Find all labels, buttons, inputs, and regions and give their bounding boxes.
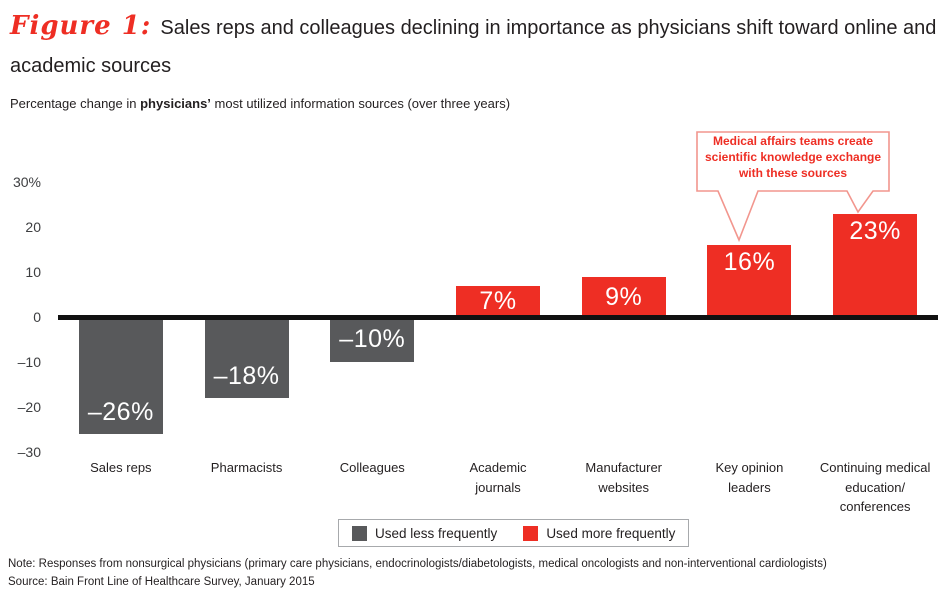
- figure-label: Figure 1:: [10, 11, 152, 41]
- legend-swatch: [523, 525, 539, 541]
- bar-value-label: 9%: [605, 282, 643, 311]
- x-axis-label: Manufacturer websites: [585, 460, 662, 495]
- source-line: Source: Bain Front Line of Healthcare Su…: [8, 576, 315, 588]
- figure-title-line1: Sales reps and colleagues declining in i…: [160, 17, 937, 39]
- legend-box: Used less frequently Used more frequently: [338, 519, 690, 547]
- legend-label: Used more frequently: [546, 525, 676, 541]
- legend-swatch: [352, 525, 367, 541]
- bar-value-label: –10%: [339, 325, 406, 353]
- bar: –18%: [204, 317, 289, 398]
- x-axis-label: Colleagues: [339, 460, 405, 475]
- bar: 16%: [707, 245, 792, 317]
- bar: –26%: [78, 317, 163, 434]
- plot-area: 30% 20 10 0 –10 –20 –30 –26% Sales reps –18% Pharm…: [10, 120, 940, 515]
- figure-title: Figure 1: Sales reps and colleagues decli…: [10, 8, 944, 86]
- bar: 7%: [456, 285, 540, 317]
- subtitle-prefix: Percentage change in: [10, 96, 141, 111]
- callout-bubble: [696, 131, 890, 243]
- x-axis-label: Pharmacists: [210, 460, 283, 475]
- x-axis-label: Continuing medical education/ conference…: [819, 460, 931, 514]
- callout-text: Medical affairs teams create scientific …: [704, 134, 882, 180]
- bar: –10%: [330, 317, 415, 362]
- legend-item: Used more frequently: [523, 525, 676, 541]
- bar-value-label: 16%: [723, 248, 776, 276]
- x-axis-label: Key opinion leaders: [715, 460, 784, 495]
- x-axis-label: Sales reps: [90, 460, 152, 475]
- y-axis-tick: 0: [33, 309, 41, 325]
- y-axis-tick: 10: [25, 264, 41, 280]
- footnote: Note: Responses from nonsurgical physici…: [8, 558, 827, 570]
- bar-value-label: 23%: [849, 216, 901, 245]
- zero-baseline: [58, 315, 938, 320]
- legend-item: Used less frequently: [352, 525, 498, 541]
- x-axis-label: Academic journals: [469, 460, 527, 495]
- y-axis-tick: –10: [17, 354, 41, 370]
- y-axis-tick: –20: [17, 399, 41, 415]
- bar-value-label: 7%: [479, 286, 517, 315]
- y-axis-tick: –30: [17, 444, 41, 460]
- figure-title-line2: academic sources: [10, 55, 172, 77]
- legend-label: Used less frequently: [375, 525, 498, 541]
- y-axis-tick: 20: [25, 219, 41, 235]
- bar-value-label: –18%: [213, 362, 280, 390]
- chart-subtitle: Percentage change in physicians’ most ut…: [10, 96, 510, 111]
- bar: 23%: [833, 213, 918, 317]
- bar-value-label: –26%: [87, 398, 154, 426]
- bar: 9%: [581, 276, 666, 317]
- bar-chart: 30% 20 10 0 –10 –20 –30 –26% Sales reps –18% Pharm…: [10, 120, 940, 515]
- subtitle-bold: physicians’: [140, 96, 211, 111]
- subtitle-suffix: most utilized information sources (over …: [210, 96, 511, 111]
- y-axis-tick: 30%: [12, 174, 41, 190]
